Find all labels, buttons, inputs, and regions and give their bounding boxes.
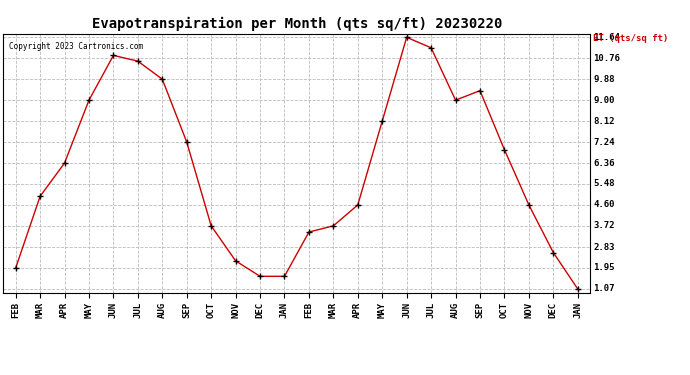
Text: 2.83: 2.83	[593, 243, 615, 252]
Text: 1.95: 1.95	[593, 264, 615, 273]
Text: 10.76: 10.76	[593, 54, 620, 63]
Text: ET (qts/sq ft): ET (qts/sq ft)	[593, 34, 669, 43]
Text: 3.72: 3.72	[593, 221, 615, 230]
Text: 6.36: 6.36	[593, 159, 615, 168]
Text: 7.24: 7.24	[593, 138, 615, 147]
Text: 5.48: 5.48	[593, 180, 615, 189]
Text: 8.12: 8.12	[593, 117, 615, 126]
Text: 9.00: 9.00	[593, 96, 615, 105]
Text: 11.64: 11.64	[593, 33, 620, 42]
Text: 9.88: 9.88	[593, 75, 615, 84]
Title: Evapotranspiration per Month (qts sq/ft) 20230220: Evapotranspiration per Month (qts sq/ft)…	[92, 17, 502, 31]
Text: 4.60: 4.60	[593, 200, 615, 209]
Text: Copyright 2023 Cartronics.com: Copyright 2023 Cartronics.com	[10, 42, 144, 51]
Text: 1.07: 1.07	[593, 284, 615, 293]
